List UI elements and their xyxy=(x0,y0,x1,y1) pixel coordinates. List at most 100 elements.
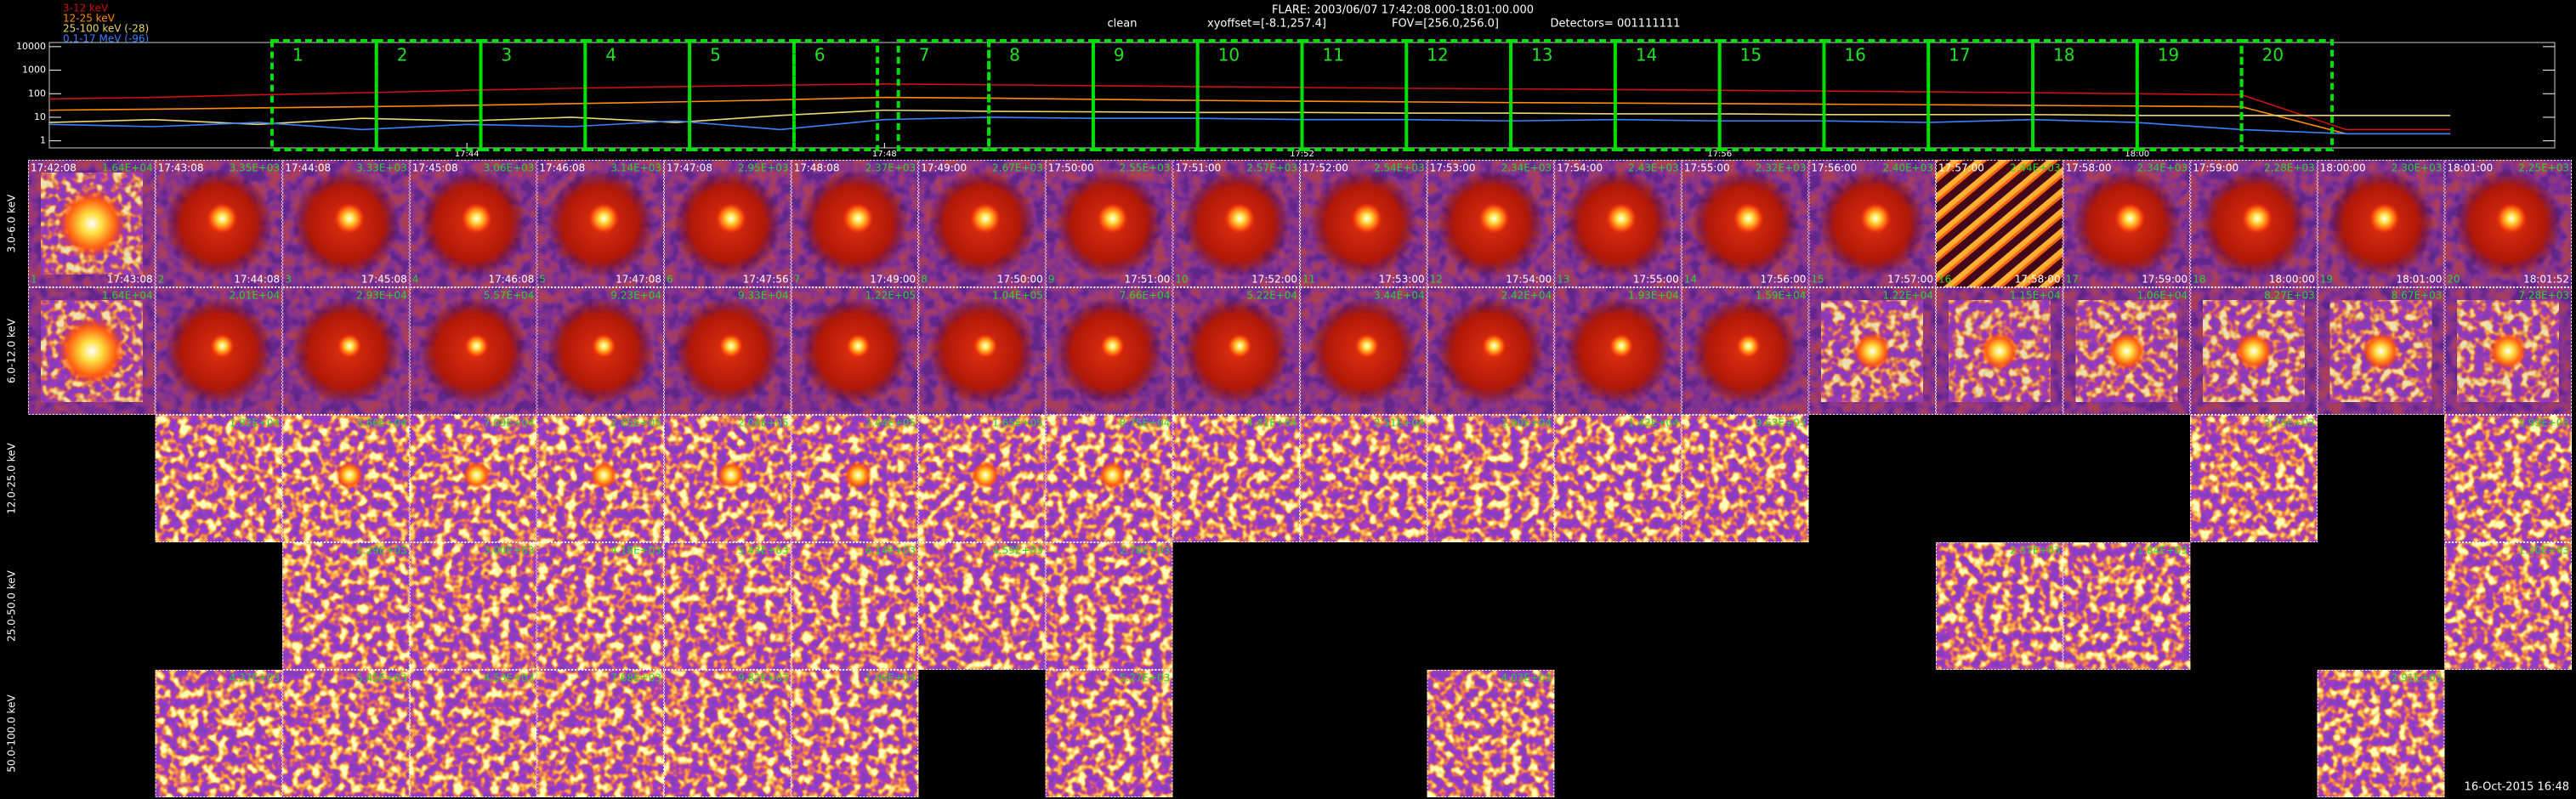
cell-flux: 9.82E+03 xyxy=(738,672,789,684)
cell-border xyxy=(282,287,410,415)
interval-number: 5 xyxy=(710,45,721,65)
cell-border xyxy=(664,287,792,415)
image-source xyxy=(1853,332,1892,370)
cell-index: 5 xyxy=(539,274,546,286)
cell-index: 16 xyxy=(1938,274,1951,286)
cell-border xyxy=(918,160,1046,287)
image-cell: 9.33E+04 xyxy=(664,287,792,415)
cell-border xyxy=(918,287,1046,415)
cell-start-time: 17:51:00 xyxy=(1175,162,1221,174)
interval-number: 9 xyxy=(1114,45,1125,65)
image-cell: 9.23E+04 xyxy=(536,287,665,415)
cell-flux: 1.84E+03 xyxy=(2137,545,2188,557)
light-curve xyxy=(48,116,2451,135)
cell-border xyxy=(1427,287,1555,415)
cell-border xyxy=(1045,415,1173,542)
row-label: 6.0-12.0 keV xyxy=(6,318,18,383)
image-cell: 4.03E+03 xyxy=(1427,670,1555,797)
cell-flux: 2.55E+03 xyxy=(1120,162,1171,174)
image-artifact xyxy=(1936,160,2063,287)
image-source xyxy=(1228,334,1252,358)
cell-border xyxy=(1300,287,1427,415)
cell-border xyxy=(2063,160,2191,287)
y-tick-label: 100 xyxy=(28,88,46,99)
cell-border xyxy=(1681,160,1809,287)
image-source xyxy=(2242,203,2272,234)
cell-flux: 2.32E+03 xyxy=(1756,162,1807,174)
cell-border xyxy=(1045,542,1173,670)
cell-flux: 1.06E+04 xyxy=(2137,290,2188,302)
cell-flux: 2.29E+03 xyxy=(356,545,407,557)
image-noise xyxy=(2444,542,2572,670)
cell-flux: 1.06E+04 xyxy=(865,672,916,684)
cell-border xyxy=(2444,287,2572,415)
cell-border xyxy=(409,542,537,670)
cell-index: 10 xyxy=(1175,274,1188,286)
cell-border xyxy=(1936,160,2063,287)
interval-box xyxy=(374,39,483,151)
interval-number: 13 xyxy=(1531,45,1552,65)
interval-number: 3 xyxy=(502,45,513,65)
cell-flux: 2.44E+05 xyxy=(865,417,916,429)
cell-flux: 2.28E+03 xyxy=(2264,162,2315,174)
image-source xyxy=(1351,203,1382,234)
image-source xyxy=(57,190,126,258)
cell-border xyxy=(1172,287,1301,415)
cell-border xyxy=(282,415,410,542)
cell-end-time: 17:49:00 xyxy=(870,274,916,286)
image-cell: 2.32E+03 17:55:00 17:56:00 14 xyxy=(1681,160,1809,287)
image-cell: 1.20E+03 xyxy=(2444,542,2572,670)
cell-start-time: 18:01:00 xyxy=(2447,162,2493,174)
cell-flux: 2.91E+03 xyxy=(2392,672,2443,684)
image-cell: 2.40E+03 17:56:00 17:57:00 15 xyxy=(1808,160,1936,287)
cell-end-time: 17:55:00 xyxy=(1633,274,1679,286)
cell-border xyxy=(791,415,919,542)
cell-flux: 1.42E+04 xyxy=(1628,417,1679,429)
cell-start-time: 17:45:08 xyxy=(412,162,458,174)
image-noise xyxy=(282,542,410,670)
cell-flux: 2.67E+03 xyxy=(992,162,1043,174)
image-source xyxy=(592,334,616,358)
image-noise xyxy=(1045,670,1173,797)
image-cell: 2.95E+03 17:47:08 17:47:56 6 xyxy=(664,160,792,287)
image-cell: 9.63E+03 xyxy=(1681,415,1809,542)
cell-flux: 7.68E+03 xyxy=(610,672,661,684)
x-tick-label: 18:00 xyxy=(2125,150,2149,159)
cell-border xyxy=(1427,670,1555,797)
image-cell: 2.43E+03 17:54:00 17:55:00 13 xyxy=(1554,160,1682,287)
cell-border xyxy=(1427,160,1555,287)
cell-end-time: 17:43:08 xyxy=(107,274,153,286)
image-cell: 1.64E+04 xyxy=(28,287,156,415)
cell-flux: 2.95E+03 xyxy=(738,162,789,174)
image-cell: 2.37E+03 17:48:08 17:49:00 7 xyxy=(791,160,919,287)
cell-flux: 4.18E+03 xyxy=(610,545,661,557)
cell-border xyxy=(536,160,665,287)
image-source xyxy=(57,317,126,385)
cell-index: 6 xyxy=(667,274,673,286)
cell-flux: 2.04E+05 xyxy=(738,417,789,429)
cell-flux: 9.23E+04 xyxy=(610,290,661,302)
image-cell: 8.75E+04 xyxy=(1045,415,1173,542)
interval-box xyxy=(2239,39,2335,151)
cell-border xyxy=(282,160,410,287)
interval-box xyxy=(1717,39,1826,151)
cell-border xyxy=(1300,160,1427,287)
cell-border xyxy=(2063,542,2191,670)
cell-flux: 1.04E+05 xyxy=(992,290,1043,302)
interval-box xyxy=(1926,39,2035,151)
interval-number: 12 xyxy=(1427,45,1448,65)
header-fov: FOV=[256.0,256.0] xyxy=(1392,18,1499,31)
cell-index: 8 xyxy=(921,274,928,286)
cell-flux: 9.63E+03 xyxy=(1756,417,1807,429)
image-source xyxy=(461,203,492,234)
interval-number: 14 xyxy=(1636,45,1657,65)
cell-border xyxy=(918,542,1046,670)
x-tick-label: 17:44 xyxy=(455,150,479,159)
cell-flux: 2.34E+03 xyxy=(2137,162,2188,174)
image-source xyxy=(2362,332,2400,370)
cell-border xyxy=(791,670,919,797)
row-label: 12.0-25.0 keV xyxy=(6,442,18,513)
interval-box xyxy=(792,39,880,151)
image-cell: 2.34E+03 17:53:00 17:54:00 12 xyxy=(1427,160,1555,287)
image-source xyxy=(1860,203,1892,234)
